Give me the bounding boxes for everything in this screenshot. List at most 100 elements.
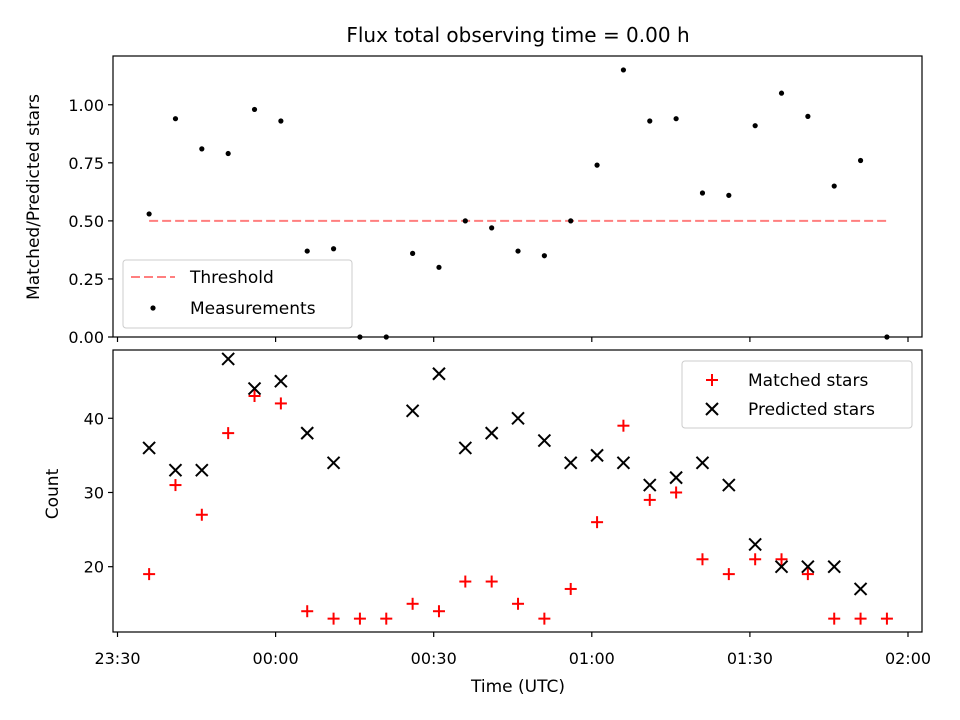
matched-star-point xyxy=(143,568,156,581)
legend-matched-label: Matched stars xyxy=(748,371,868,391)
matched-star-point xyxy=(643,493,656,506)
predicted-star-point xyxy=(247,381,262,396)
predicted-star-point xyxy=(326,456,341,470)
x-tick-label: 01:30 xyxy=(727,649,773,668)
top-y-tick-label: 1.00 xyxy=(68,96,104,115)
matched-star-point xyxy=(169,479,182,492)
top-axes-frame xyxy=(112,55,923,338)
x-tick-label: 00:00 xyxy=(253,649,299,668)
legend-threshold-label: Threshold xyxy=(189,268,274,288)
legend-matched-swatch xyxy=(706,374,718,386)
predicted-star-point xyxy=(643,478,657,492)
top-y-tick-label: 0.25 xyxy=(68,270,104,289)
measurement-point xyxy=(568,218,574,224)
measurement-point xyxy=(857,157,864,164)
predicted-star-point xyxy=(484,426,499,440)
measurement-point xyxy=(251,106,258,113)
measurement-point xyxy=(278,118,284,124)
predicted-star-point xyxy=(405,404,420,418)
bottom-y-tick-label: 20 xyxy=(84,558,104,577)
x-tick-label: 02:00 xyxy=(885,649,931,668)
measurement-point xyxy=(778,90,785,96)
matched-star-point xyxy=(353,612,366,625)
measurement-point xyxy=(752,123,758,129)
predicted-star-point xyxy=(274,374,288,388)
measurement-point xyxy=(172,116,179,122)
matched-star-point xyxy=(670,486,683,499)
matched-star-point xyxy=(828,612,841,625)
top-plot-area: 0.00 0.25 0.50 0.75 1.00 xyxy=(68,67,909,347)
matched-star-point xyxy=(380,612,393,625)
bottom-axes-frame xyxy=(112,349,923,633)
predicted-star-point xyxy=(774,559,789,574)
predicted-star-point xyxy=(458,441,473,455)
matched-star-point xyxy=(722,568,735,581)
measurement-point xyxy=(462,218,468,224)
predicted-star-point xyxy=(142,441,156,455)
top-y-tick-label: 0.75 xyxy=(68,154,104,173)
top-legend-box xyxy=(122,259,353,329)
bottom-legend: Matched stars Predicted stars xyxy=(681,360,913,429)
matched-star-point xyxy=(801,568,814,581)
chart-title: Flux total observing time = 0.00 h xyxy=(346,23,689,47)
legend-measurements-label: Measurements xyxy=(190,299,316,319)
measurement-point xyxy=(541,253,547,259)
predicted-star-point xyxy=(853,582,868,596)
measurement-point xyxy=(831,183,837,189)
x-tick-label: 01:00 xyxy=(569,649,615,668)
top-y-tick-label: 0.50 xyxy=(68,212,104,231)
measurement-point xyxy=(673,116,679,122)
matched-star-point xyxy=(591,516,604,529)
matched-star-point xyxy=(195,508,208,521)
measurement-point xyxy=(726,192,732,198)
measurement-point xyxy=(489,225,495,231)
predicted-star-point xyxy=(695,456,710,470)
measurement-point xyxy=(436,264,442,270)
matched-star-point xyxy=(775,553,788,566)
x-axis-label: Time (UTC) xyxy=(470,677,565,697)
matched-star-point xyxy=(617,419,630,432)
predicted-star-point xyxy=(537,433,552,448)
predicted-star-point xyxy=(168,463,183,477)
measurement-point xyxy=(515,248,521,254)
bottom-plot-area: 20 30 40 23:30 00:00 00:30 01:00 01:30 02:00 xyxy=(84,352,931,668)
matched-star-point xyxy=(248,390,261,403)
matched-star-point xyxy=(274,397,287,410)
measurement-point xyxy=(410,250,416,256)
top-y-axis-label: Matched/Predicted stars xyxy=(24,94,44,300)
predicted-star-point xyxy=(221,352,235,366)
predicted-star-point xyxy=(511,411,525,425)
measurement-point xyxy=(805,113,811,119)
matched-star-point xyxy=(222,427,235,440)
matched-star-point xyxy=(749,553,762,566)
matched-star-point xyxy=(564,582,577,595)
predicted-star-point xyxy=(195,463,209,477)
legend-predicted-swatch xyxy=(705,402,719,416)
matched-star-point xyxy=(301,605,314,618)
measurement-point xyxy=(699,190,706,196)
bottom-y-tick-label: 30 xyxy=(84,483,104,502)
legend-predicted-label: Predicted stars xyxy=(748,400,875,420)
measurement-point xyxy=(594,162,600,168)
predicted-star-point xyxy=(827,559,841,574)
measurement-point xyxy=(647,118,653,124)
predicted-star-point xyxy=(300,426,314,440)
x-tick-label: 00:30 xyxy=(411,649,457,668)
top-legend: Threshold Measurements xyxy=(122,259,353,329)
matched-star-point xyxy=(880,612,893,625)
bottom-legend-box xyxy=(681,360,913,429)
predicted-star-point xyxy=(722,478,736,492)
matched-star-point xyxy=(696,553,709,566)
predicted-star-point xyxy=(801,559,815,574)
measurement-point xyxy=(304,248,310,254)
bottom-y-tick-label: 40 xyxy=(84,409,104,428)
matched-star-point xyxy=(459,575,472,588)
matched-star-point xyxy=(512,597,525,610)
measurement-point xyxy=(330,246,337,252)
matched-star-point xyxy=(538,612,551,625)
measurement-point xyxy=(146,211,152,217)
predicted-star-point xyxy=(669,470,683,485)
predicted-star-point xyxy=(564,456,578,470)
matched-star-point xyxy=(485,575,498,588)
